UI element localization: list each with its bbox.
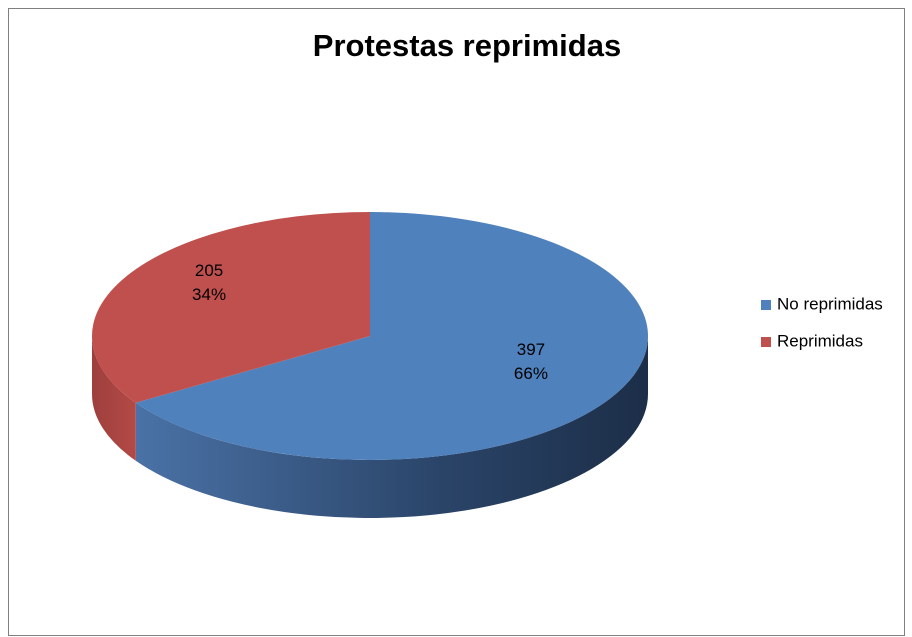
- data-label-percent: 34%: [192, 285, 226, 304]
- pie-slice: [91, 212, 370, 403]
- legend-label: No reprimidas: [777, 294, 883, 313]
- chart-title: Protestas reprimidas: [313, 28, 621, 63]
- legend-swatch: [761, 337, 771, 347]
- data-label: 205: [195, 261, 223, 280]
- data-label: 397: [517, 340, 545, 359]
- legend-swatch: [761, 300, 771, 310]
- legend-label: Reprimidas: [777, 331, 863, 350]
- data-label-percent: 66%: [514, 364, 548, 383]
- pie-slice-side: [135, 336, 649, 518]
- pie-slice: [135, 212, 648, 460]
- pie-slice-side: [92, 336, 136, 461]
